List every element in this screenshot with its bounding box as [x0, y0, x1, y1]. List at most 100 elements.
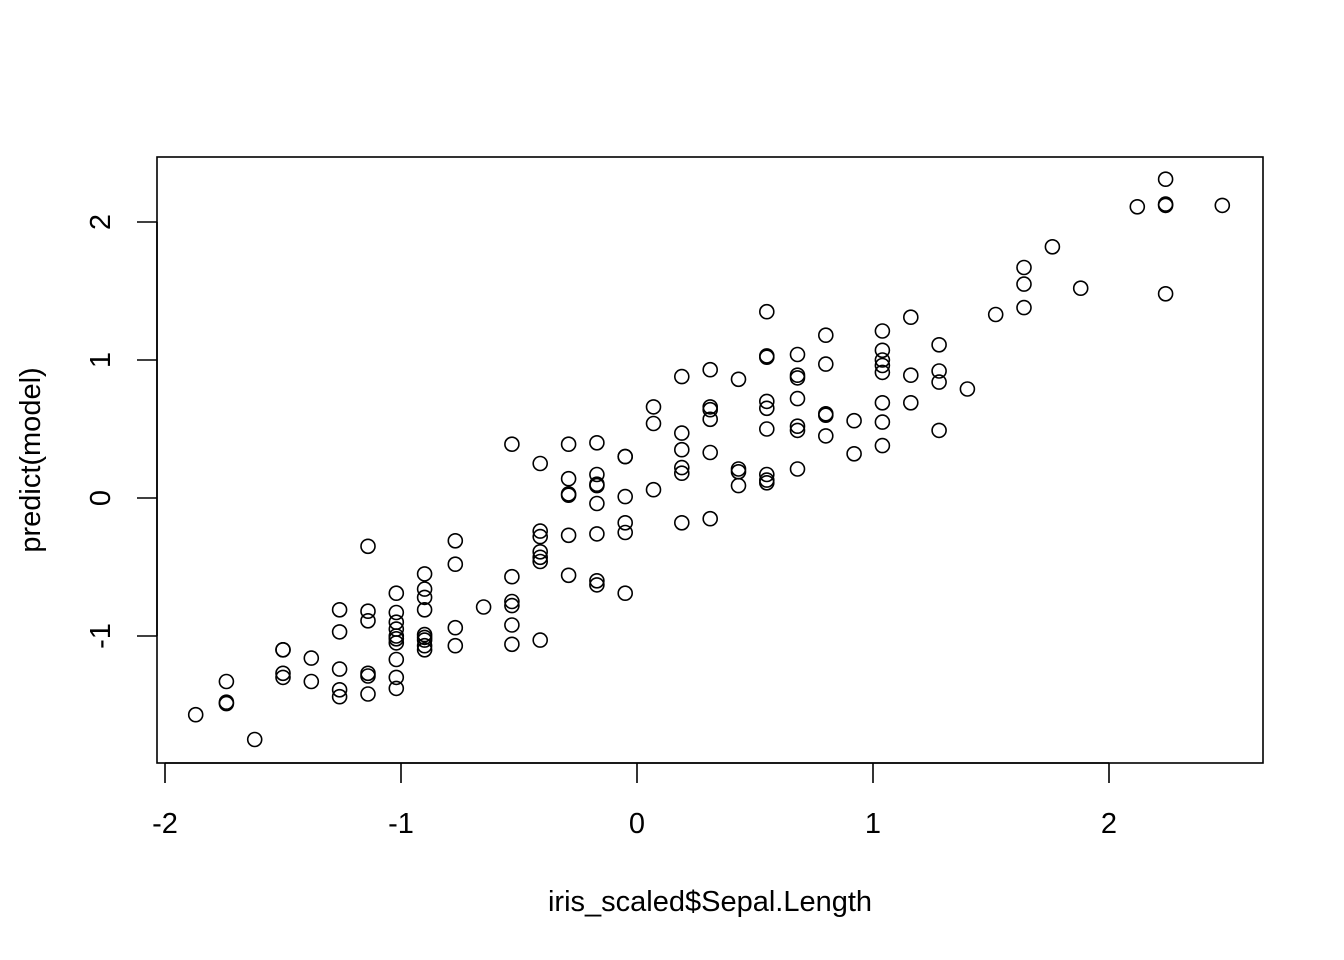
data-point: [560, 527, 577, 544]
data-point: [817, 407, 834, 424]
data-point: [360, 612, 376, 629]
data-point: [846, 445, 862, 462]
data-point: [874, 323, 891, 339]
data-point: [275, 641, 291, 658]
data-point: [874, 364, 891, 381]
data-point: [1044, 239, 1061, 255]
data-point: [1157, 285, 1174, 302]
data-point: [959, 381, 976, 397]
y-axis: -1 0 1 2: [85, 214, 158, 649]
data-point: [532, 632, 549, 648]
data-point: [532, 549, 549, 566]
data-point: [388, 604, 405, 621]
data-point: [902, 394, 919, 411]
data-point: [673, 368, 690, 385]
data-point: [560, 436, 577, 453]
data-point: [817, 327, 834, 344]
y-axis-title: predict(model): [15, 367, 47, 552]
x-tick-label: 0: [629, 808, 645, 840]
data-point: [702, 401, 719, 418]
x-tick-label: -2: [152, 808, 178, 840]
data-point: [331, 624, 348, 640]
data-point: [1214, 197, 1231, 214]
data-point: [388, 585, 405, 602]
data-point: [874, 352, 891, 368]
y-tick-label: 0: [85, 490, 117, 506]
data-point: [532, 523, 549, 539]
data-point: [758, 348, 775, 364]
data-point: [817, 356, 834, 372]
data-point: [789, 418, 806, 435]
data-point: [388, 635, 405, 651]
data-point: [673, 465, 690, 482]
data-point: [447, 619, 464, 636]
data-point: [416, 637, 433, 654]
data-point: [730, 371, 747, 388]
data-point: [388, 680, 405, 697]
data-point: [416, 566, 433, 582]
data-point: [702, 510, 719, 527]
data-point: [388, 630, 405, 647]
data-point: [673, 459, 690, 476]
data-point: [589, 577, 605, 593]
data-point: [504, 436, 520, 453]
data-point: [702, 444, 719, 461]
data-point: [758, 393, 775, 410]
data-point: [560, 567, 577, 584]
data-point: [504, 593, 520, 610]
data-point: [360, 668, 376, 684]
data-point: [1072, 280, 1089, 297]
data-point: [589, 572, 605, 589]
data-point: [416, 589, 433, 606]
data-point: [504, 597, 520, 614]
data-point: [589, 477, 605, 494]
data-point: [447, 556, 464, 573]
y-tick-label: -1: [85, 623, 117, 649]
data-point: [275, 669, 291, 686]
data-point: [902, 367, 919, 384]
data-point: [902, 309, 919, 326]
data-point: [1016, 276, 1032, 292]
data-point: [275, 665, 291, 682]
data-point: [1129, 199, 1146, 215]
data-point: [874, 437, 891, 454]
data-point: [1157, 196, 1174, 212]
data-point: [331, 661, 348, 677]
points-layer: [187, 171, 1231, 748]
data-point: [617, 488, 634, 505]
data-point: [617, 514, 634, 531]
data-point: [874, 342, 891, 359]
data-point: [789, 346, 806, 363]
data-point: [560, 487, 577, 504]
data-point: [218, 673, 235, 690]
data-point: [617, 524, 634, 541]
x-tick-label: -1: [388, 808, 414, 840]
data-point: [447, 532, 464, 549]
data-point: [331, 688, 348, 705]
data-point: [645, 399, 662, 415]
data-point: [504, 636, 520, 653]
data-point: [589, 466, 605, 483]
data-point: [758, 421, 775, 437]
data-point: [187, 706, 204, 723]
data-point: [447, 637, 464, 654]
data-point: [1157, 171, 1174, 187]
y-tick-label: 1: [85, 352, 117, 368]
data-point: [416, 581, 433, 597]
data-point: [532, 543, 549, 560]
y-tick-label: 2: [85, 214, 117, 230]
data-point: [504, 617, 520, 633]
data-point: [789, 390, 806, 407]
data-point: [673, 425, 690, 441]
data-point: [504, 568, 520, 585]
data-point: [303, 673, 320, 690]
data-point: [758, 466, 775, 483]
x-axis-title: iris_scaled$Sepal.Length: [548, 886, 872, 918]
data-point: [645, 415, 662, 432]
data-point: [360, 538, 376, 555]
data-point: [617, 585, 634, 602]
data-point: [702, 361, 719, 378]
data-point: [758, 474, 775, 491]
data-point: [931, 422, 947, 439]
